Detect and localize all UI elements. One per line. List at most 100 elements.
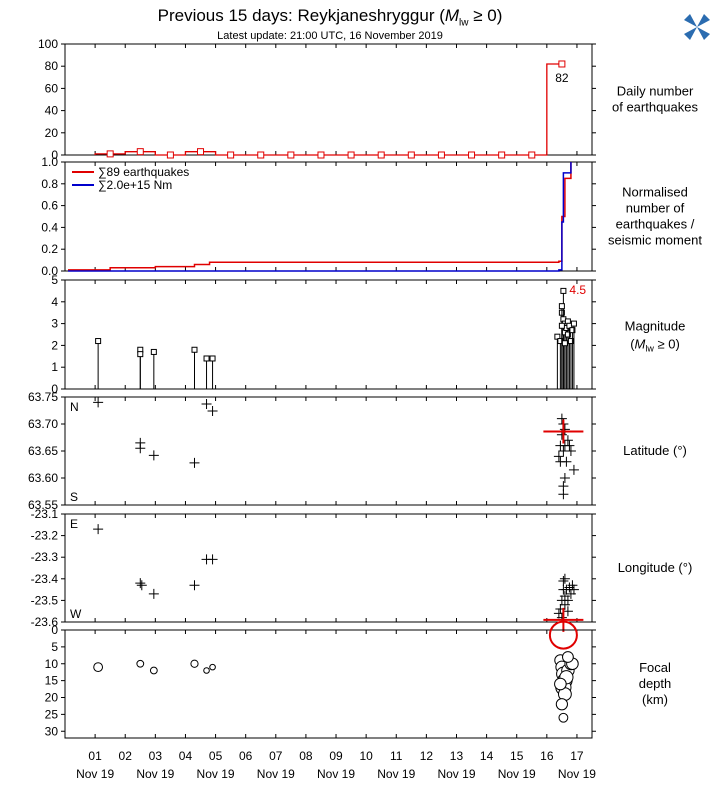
daily-bar-marker (407, 151, 415, 159)
panel-longitude: -23.6 -23.5 -23.4 -23.3 -23.2 -23.1 Longitude … (31, 507, 692, 632)
x-tick-label: 12 (420, 749, 434, 763)
panel-frame (64, 396, 593, 506)
y-tick-label: 30 (45, 724, 59, 738)
magnitude-point (570, 320, 577, 327)
location-point (93, 397, 104, 408)
direction-bottom-mark: S (70, 490, 78, 504)
daily-bar-marker (166, 151, 174, 159)
depth-point (558, 712, 569, 723)
y-tick-label: 0.6 (41, 199, 58, 213)
panel-label: earthquakes / (616, 217, 695, 232)
location-point (189, 580, 200, 591)
y-tick-label: 3 (51, 317, 58, 331)
x-tick-label: 09 (329, 749, 343, 763)
depth-point (190, 659, 199, 668)
magnitude-point (209, 355, 216, 362)
depth-point (555, 698, 568, 711)
x-tick-label: 13 (450, 749, 464, 763)
x-tick-sublabel: Nov 19 (498, 767, 536, 781)
magnitude-point (191, 346, 198, 353)
location-point (148, 588, 159, 599)
location-point (555, 456, 566, 467)
location-point (558, 575, 569, 586)
daily-bar-marker (197, 148, 205, 156)
y-tick-label: 63.60 (28, 471, 58, 485)
title-var: M (444, 6, 460, 25)
y-tick-label: 0 (51, 623, 58, 637)
magnitude-point (137, 351, 144, 358)
x-tick-sublabel: Nov 19 (197, 767, 235, 781)
y-tick-label: -23.4 (31, 572, 59, 586)
y-tick-label: 0 (51, 148, 58, 162)
location-point (568, 584, 579, 595)
y-tick-label: 0 (51, 382, 58, 396)
depth-point (554, 677, 567, 691)
daily-series-line (94, 63, 565, 156)
largest-event-marker (543, 607, 584, 632)
location-point (558, 489, 569, 500)
y-tick-label: 0.2 (41, 242, 58, 256)
panel-frame (64, 629, 593, 739)
panel-label: depth (639, 676, 672, 691)
location-point (562, 435, 573, 446)
daily-bar-marker (136, 148, 144, 156)
x-tick-label: 07 (269, 749, 283, 763)
magnitude-point (150, 348, 157, 355)
x-tick-sublabel: Nov 19 (558, 767, 596, 781)
y-tick-label: 5 (51, 640, 58, 654)
y-tick-label: 20 (45, 126, 59, 140)
y-tick-label: 0.4 (41, 220, 58, 234)
y-tick-label: 5 (51, 273, 58, 287)
legend-entry: ∑2.0e+15 Nm (98, 178, 172, 192)
panel-frame (64, 279, 593, 390)
location-point (148, 450, 159, 461)
magnitude-point (560, 287, 567, 294)
panel-label: seismic moment (608, 233, 702, 248)
x-tick-label: 03 (149, 749, 163, 763)
daily-bar-marker (317, 151, 325, 159)
y-tick-label: 100 (38, 37, 58, 51)
magnitude-point (569, 327, 576, 334)
daily-bar-marker (468, 151, 476, 159)
imo-logo-icon (684, 14, 710, 40)
panel-magnitude: 0 1 2 3 4 5 Magnitude (Mlw ≥ 0) 4.5 (51, 273, 685, 396)
depth-point (562, 651, 574, 663)
panel-label: Daily number (617, 84, 694, 99)
chart-subtitle: Latest update: 21:00 UTC, 16 November 20… (217, 30, 443, 42)
y-tick-label: 63.65 (28, 444, 58, 458)
x-tick-sublabel: Nov 19 (317, 767, 355, 781)
location-point (562, 595, 573, 606)
x-tick-sublabel: Nov 19 (76, 767, 114, 781)
magnitude-point (203, 355, 210, 362)
y-tick-label: 40 (45, 104, 59, 118)
count-series-line (68, 162, 572, 271)
title-suffix: ≥ 0) (468, 6, 503, 25)
location-point (136, 580, 147, 591)
daily-bar-marker (528, 151, 536, 159)
y-tick-label: 60 (45, 81, 59, 95)
daily-bar-marker (106, 150, 114, 158)
location-point (559, 424, 570, 435)
location-point (562, 606, 573, 617)
x-tick-label: 01 (88, 749, 102, 763)
location-point (559, 473, 570, 483)
location-point (207, 554, 218, 565)
magnitude-point (554, 333, 561, 340)
peak-data-label: 82 (555, 71, 569, 85)
panel-label: (Mlw ≥ 0) (630, 337, 680, 354)
daily-bar-marker (377, 151, 385, 159)
x-tick-label: 11 (390, 749, 403, 763)
largest-event-circle (548, 620, 578, 650)
y-tick-label: 2 (51, 338, 58, 352)
y-tick-label: 63.75 (28, 390, 58, 404)
depth-point (93, 662, 104, 673)
y-tick-label: 15 (45, 674, 59, 688)
y-tick-label: 1.0 (41, 155, 58, 169)
x-tick-label: 10 (359, 749, 373, 763)
magnitude-point (567, 338, 574, 345)
x-tick-label: 17 (570, 749, 584, 763)
y-tick-label: 25 (45, 707, 59, 721)
title-sub: lw (459, 17, 469, 29)
